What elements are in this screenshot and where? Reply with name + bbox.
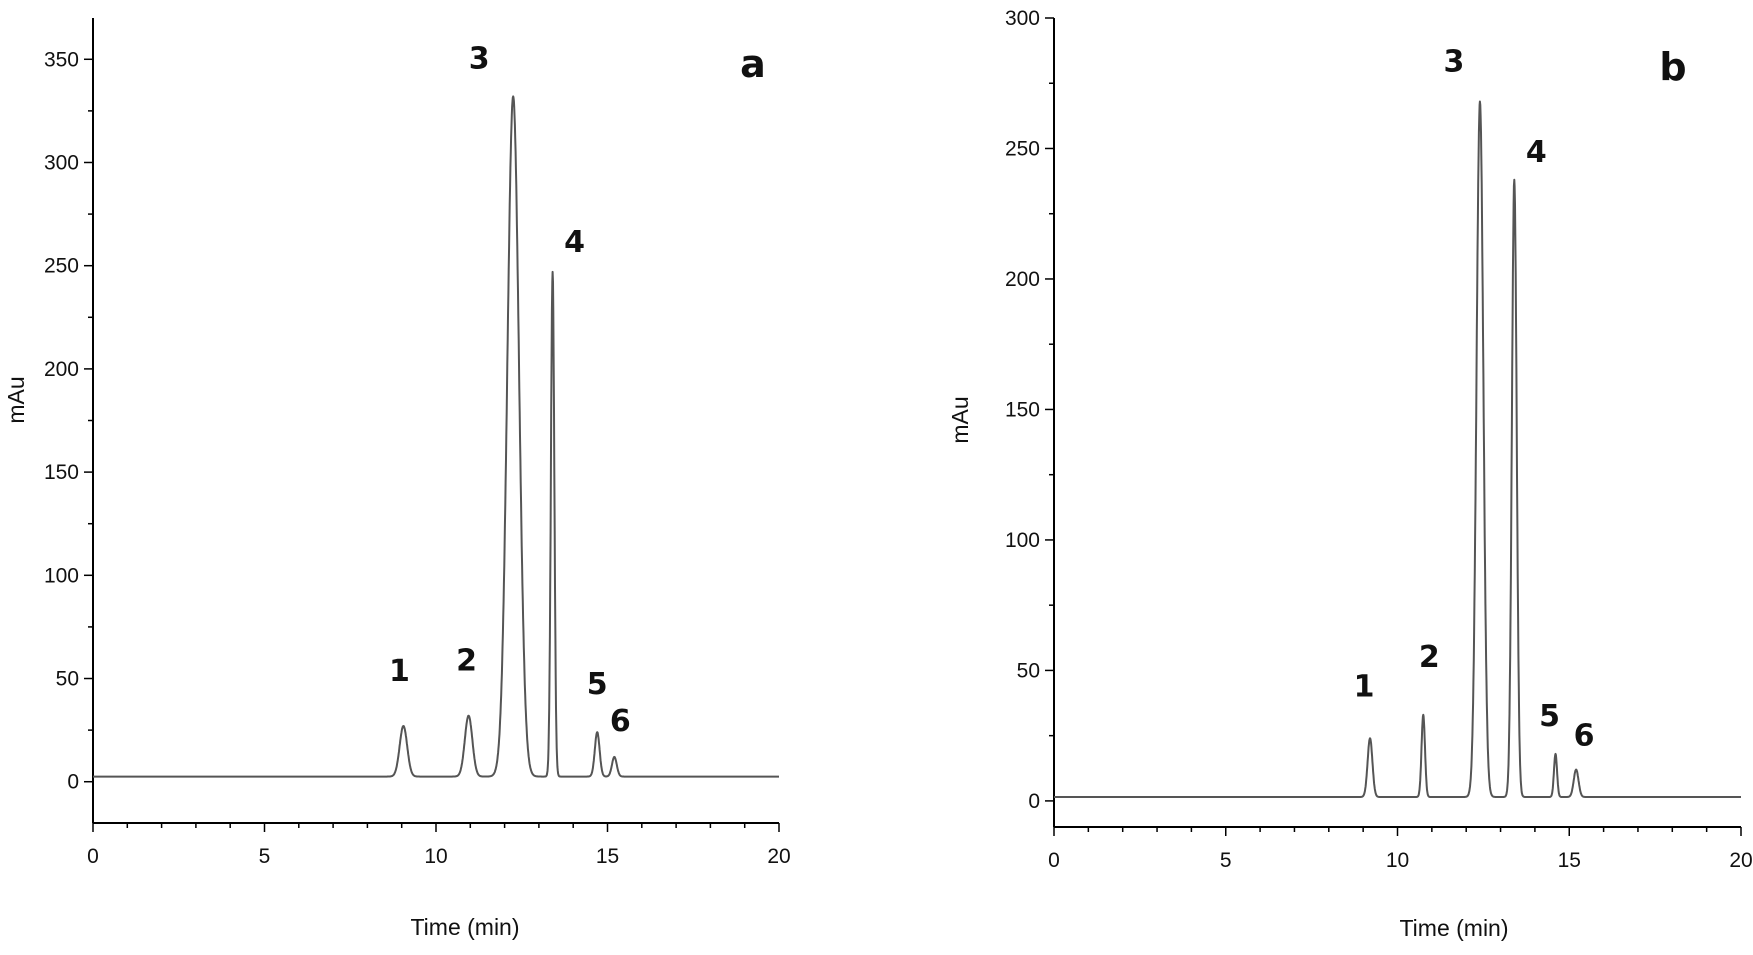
y-tick-label-b: 300 (1005, 7, 1040, 30)
y-tick-label-b: 100 (1005, 529, 1040, 552)
y-axis-title-a: mAu (3, 376, 29, 423)
peak-label-a-3: 3 (469, 41, 490, 76)
peak-label-a-4: 4 (564, 225, 585, 260)
x-tick-label-b: 20 (1729, 849, 1752, 872)
y-tick-label-a: 150 (44, 461, 79, 484)
y-tick-label-b: 250 (1005, 137, 1040, 160)
x-tick-label-a: 10 (424, 845, 447, 868)
peak-label-a-6: 6 (610, 704, 631, 739)
peak-label-b-3: 3 (1444, 45, 1465, 80)
y-tick-label-a: 350 (44, 48, 79, 71)
peak-label-b-2: 2 (1419, 640, 1440, 675)
y-tick-label-b: 200 (1005, 268, 1040, 291)
peak-label-a-5: 5 (587, 667, 608, 702)
x-tick-label-b: 0 (1048, 849, 1060, 872)
x-tick-label-b: 10 (1386, 849, 1409, 872)
chromatogram-trace-a (92, 95, 780, 778)
x-tick-label-a: 15 (596, 845, 619, 868)
y-tick-label-b: 150 (1005, 398, 1040, 421)
y-tick-label-a: 100 (44, 564, 79, 587)
x-tick-label-a: 5 (259, 845, 271, 868)
peak-label-a-1: 1 (389, 654, 410, 689)
x-tick-label-a: 0 (87, 845, 99, 868)
x-tick-label-b: 15 (1558, 849, 1581, 872)
peak-label-b-5: 5 (1539, 699, 1560, 734)
y-tick-label-b: 50 (1017, 659, 1040, 682)
x-tick-label-b: 5 (1220, 849, 1232, 872)
x-axis-title-a: Time (min) (410, 914, 519, 940)
peak-labels-a: 1 2 3 4 56 (389, 41, 631, 739)
x-axis-title-b: Time (min) (1399, 915, 1508, 941)
y-tick-label-a: 0 (67, 771, 79, 794)
peak-label-a-2: 2 (456, 644, 477, 679)
y-tick-label-a: 250 (44, 255, 79, 278)
peak-labels-b: 1 2 3 4 56 (1354, 45, 1595, 754)
panel-label-a: a (740, 42, 766, 86)
x-tick-label-a: 20 (767, 845, 790, 868)
y-tick-label-a: 300 (44, 151, 79, 174)
peak-label-b-4: 4 (1526, 135, 1547, 170)
peak-label-b-1: 1 (1354, 669, 1375, 704)
y-tick-label-a: 50 (56, 668, 79, 691)
y-tick-label-b: 0 (1028, 790, 1040, 813)
y-axis-title-b: mAu (947, 396, 973, 443)
panel-label-b: b (1659, 45, 1686, 89)
y-tick-label-a: 200 (44, 358, 79, 381)
chromatogram-trace-b (1053, 100, 1742, 798)
peak-label-b-6: 6 (1574, 719, 1595, 754)
